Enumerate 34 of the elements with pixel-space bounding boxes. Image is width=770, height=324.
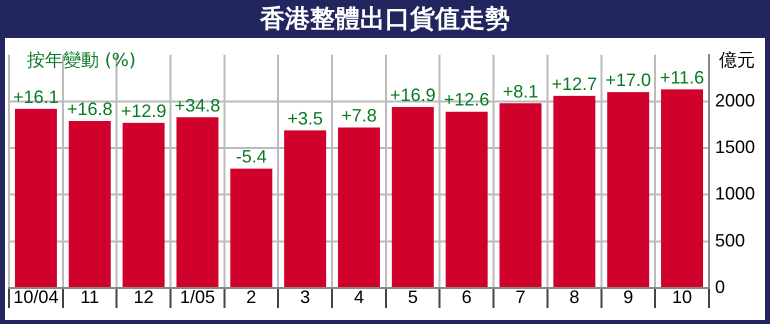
chart-title: 香港整體出口貨值走勢 [258, 3, 511, 35]
x-tick-label: 3 [300, 286, 310, 307]
x-tick-label: 10/04 [13, 286, 58, 307]
annotation: +12.9 [120, 100, 166, 121]
annotation: +7.8 [341, 106, 377, 126]
annotation: +12.6 [444, 90, 490, 110]
annotation: -5.4 [236, 146, 267, 167]
annotation: +16.8 [66, 99, 113, 119]
annotation: +3.5 [287, 108, 323, 128]
annotation: 按年變動 (%) [27, 49, 136, 72]
y-axis-title: 億元 [719, 49, 755, 72]
x-tick-label: 12 [134, 286, 154, 307]
x-tick-label: 9 [623, 286, 634, 307]
annotation: +16.9 [390, 85, 436, 106]
x-tick-label: 8 [569, 286, 580, 307]
x-tick-label: 2 [246, 286, 256, 307]
x-tick-label: 10 [672, 286, 692, 307]
x-tick-label: 5 [408, 286, 418, 307]
y-tick-label: 2000 [714, 90, 756, 110]
x-tick-label: 1/05 [180, 286, 215, 307]
annotation: +17.0 [605, 70, 651, 90]
annotation: +34.8 [174, 95, 220, 116]
x-tick-label: 6 [462, 286, 472, 307]
y-tick-label: 1000 [714, 184, 756, 204]
y-tick-label: 1500 [714, 137, 756, 158]
x-tick-label: 4 [354, 286, 364, 307]
annotation: +12.7 [552, 74, 598, 94]
x-tick-label: 11 [80, 286, 100, 307]
y-tick-label: 0 [714, 276, 725, 297]
annotation: +16.1 [13, 86, 59, 107]
y-tick-label: 500 [714, 230, 746, 250]
annotation: +8.1 [502, 81, 538, 102]
annotation: +11.6 [660, 67, 704, 88]
x-tick-label: 7 [516, 286, 526, 307]
